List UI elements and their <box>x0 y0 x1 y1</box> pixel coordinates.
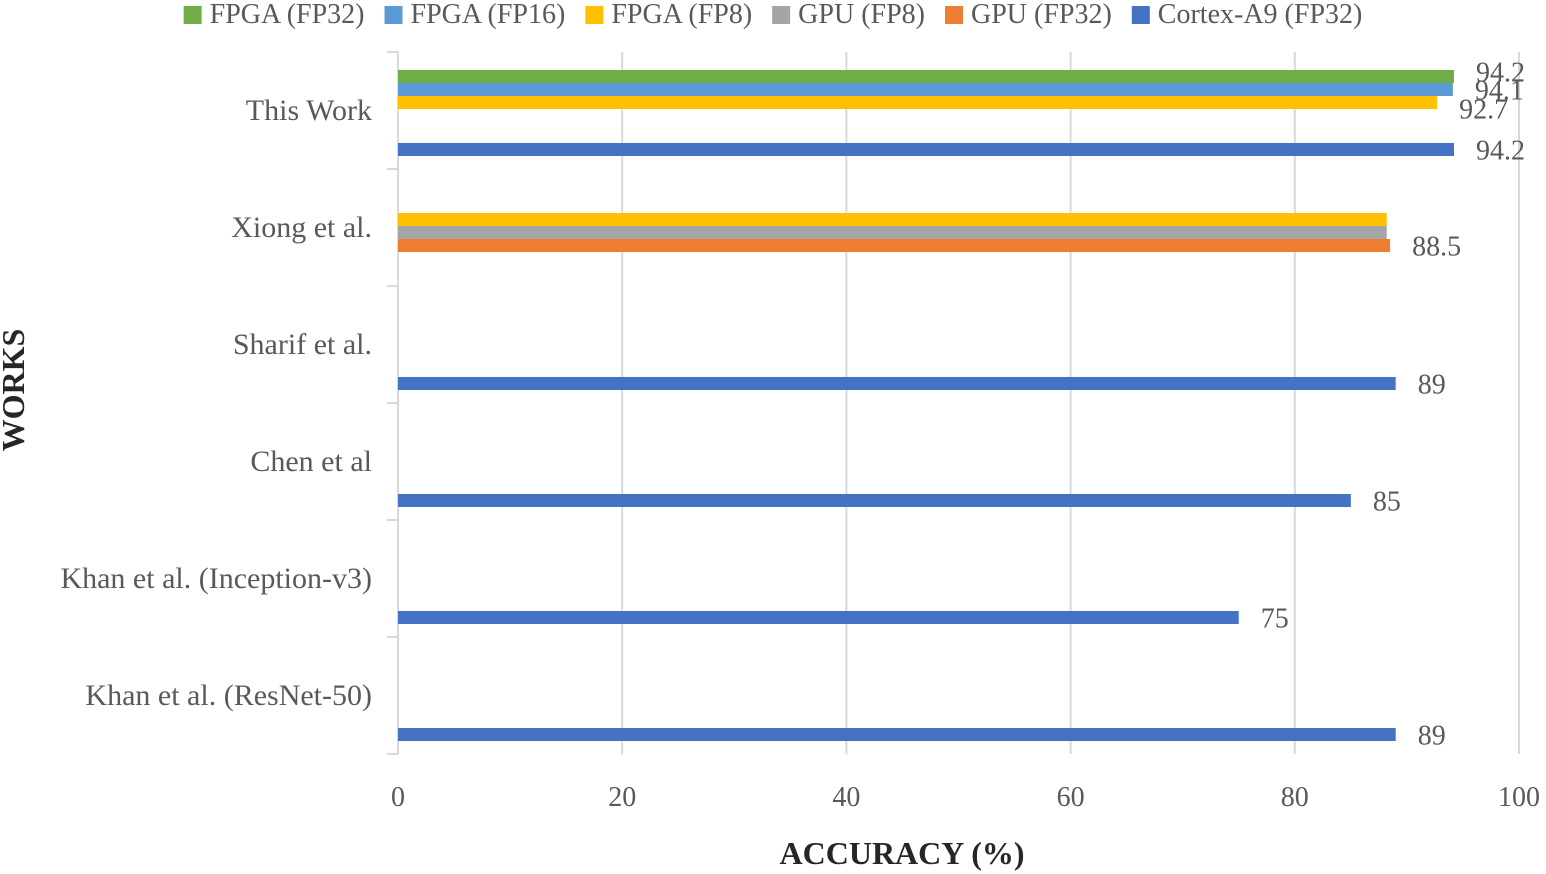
legend-swatch <box>1131 6 1150 24</box>
legend-label: FPGA (FP32) <box>210 0 365 30</box>
bar <box>398 83 1453 96</box>
bar <box>398 143 1454 156</box>
legend-label: Cortex-A9 (FP32) <box>1158 0 1363 30</box>
data-label: 89 <box>1418 370 1446 401</box>
bar <box>398 213 1387 226</box>
legend-item: GPU (FP8) <box>772 0 925 30</box>
x-tick-label: 20 <box>608 782 636 813</box>
gridlines <box>397 52 1520 754</box>
data-label: 94.2 <box>1476 136 1525 167</box>
data-label: 92.7 <box>1459 95 1508 126</box>
legend-label: FPGA (FP8) <box>611 0 752 30</box>
y-axis-title: WORKS <box>0 329 31 452</box>
x-tick-labels: 0 20 40 60 80 100 <box>391 782 1540 813</box>
category-tick-marks <box>387 51 398 755</box>
bar <box>398 728 1396 741</box>
bar <box>398 226 1387 239</box>
category-labels: This Work Xiong et al. Sharif et al. Chen e… <box>60 94 372 712</box>
bar <box>398 611 1239 624</box>
legend-swatch <box>585 6 604 24</box>
bar <box>398 239 1391 252</box>
x-tick-label: 100 <box>1498 782 1540 813</box>
legend-swatch <box>183 6 202 24</box>
x-tick-label: 80 <box>1281 782 1309 813</box>
bar <box>398 70 1454 83</box>
category-label: Chen et al <box>250 445 372 478</box>
legend-swatch <box>384 6 403 24</box>
bar <box>398 96 1438 109</box>
legend-item: FPGA (FP8) <box>585 0 752 30</box>
category-label: Khan et al. (Inception-v3) <box>60 562 372 595</box>
legend-swatch <box>772 6 791 24</box>
data-label: 75 <box>1261 604 1289 635</box>
legend-label: GPU (FP32) <box>971 0 1112 30</box>
legend-item: Cortex-A9 (FP32) <box>1131 0 1363 30</box>
x-axis-title: ACCURACY (%) <box>780 835 1025 871</box>
data-label: 89 <box>1418 721 1446 752</box>
data-label: 88.5 <box>1412 232 1461 263</box>
legend-item: GPU (FP32) <box>944 0 1112 30</box>
bars <box>398 70 1454 741</box>
legend-item: FPGA (FP16) <box>384 0 565 30</box>
x-tick-label: 60 <box>1057 782 1085 813</box>
data-label: 94.1 <box>1475 76 1524 107</box>
data-label: 94.2 <box>1476 58 1525 89</box>
legend-swatch <box>944 6 963 24</box>
category-label: Xiong et al. <box>231 211 372 244</box>
category-label: Sharif et al. <box>233 328 372 361</box>
legend-label: FPGA (FP16) <box>410 0 565 30</box>
bar <box>398 494 1351 507</box>
category-label: This Work <box>246 94 372 127</box>
x-tick-label: 0 <box>391 782 405 813</box>
x-tick-label: 40 <box>832 782 860 813</box>
legend-item: FPGA (FP32) <box>183 0 365 30</box>
data-label: 85 <box>1373 487 1401 518</box>
legend: FPGA (FP32) FPGA (FP16) FPGA (FP8) GPU (FP8… <box>183 0 1363 30</box>
bar <box>398 377 1396 390</box>
category-label: Khan et al. (ResNet-50) <box>85 679 372 712</box>
legend-label: GPU (FP8) <box>798 0 925 30</box>
